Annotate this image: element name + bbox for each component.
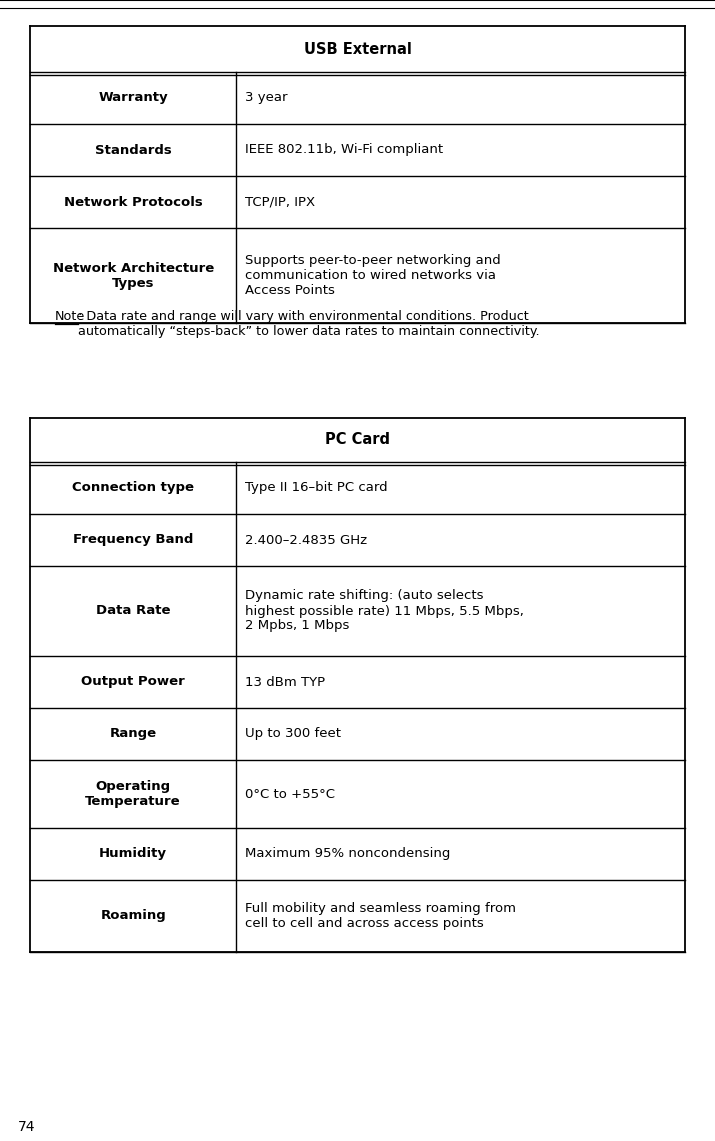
Text: Roaming: Roaming [100, 909, 166, 923]
Text: Range: Range [109, 728, 157, 741]
Text: TCP/IP, IPX: TCP/IP, IPX [245, 195, 315, 209]
Text: Type II 16–bit PC card: Type II 16–bit PC card [245, 482, 388, 494]
Text: USB External: USB External [304, 41, 411, 57]
Bar [237, 176, 685, 228]
Text: Frequency Band: Frequency Band [73, 534, 193, 547]
Text: Network Architecture
Types: Network Architecture Types [52, 261, 214, 290]
Bar [237, 513, 685, 566]
Bar [237, 228, 685, 323]
Bar [237, 462, 685, 513]
Bar [30, 462, 237, 513]
Text: 13 dBm TYP: 13 dBm TYP [245, 675, 325, 688]
Bar [237, 124, 685, 176]
Text: Warranty: Warranty [99, 91, 168, 105]
Bar [30, 26, 685, 72]
Bar [30, 418, 685, 462]
Text: Operating
Temperature: Operating Temperature [85, 780, 181, 808]
Text: Standards: Standards [95, 144, 172, 156]
Bar [30, 880, 237, 952]
Text: 0°C to +55°C: 0°C to +55°C [245, 787, 335, 801]
Text: 74: 74 [18, 1120, 36, 1134]
Text: Note: Note [55, 310, 85, 323]
Bar [30, 709, 237, 760]
Bar [30, 656, 237, 709]
Bar [30, 566, 237, 656]
Bar [30, 72, 237, 124]
Bar [237, 880, 685, 952]
Text: Connection type: Connection type [72, 482, 194, 494]
Text: Output Power: Output Power [82, 675, 185, 688]
Text: IEEE 802.11b, Wi-Fi compliant: IEEE 802.11b, Wi-Fi compliant [245, 144, 443, 156]
Text: : Data rate and range will vary with environmental conditions. Product
automatic: : Data rate and range will vary with env… [78, 310, 540, 338]
Bar [237, 566, 685, 656]
Bar [30, 228, 237, 323]
Bar [237, 72, 685, 124]
Bar [30, 124, 237, 176]
Text: Network Protocols: Network Protocols [64, 195, 202, 209]
Text: 2.400–2.4835 GHz: 2.400–2.4835 GHz [245, 534, 368, 547]
Text: Maximum 95% noncondensing: Maximum 95% noncondensing [245, 848, 450, 860]
Bar [237, 656, 685, 709]
Bar [237, 709, 685, 760]
Text: PC Card: PC Card [325, 432, 390, 447]
Text: Up to 300 feet: Up to 300 feet [245, 728, 341, 741]
Bar [30, 760, 237, 828]
Text: Humidity: Humidity [99, 848, 167, 860]
Bar [237, 828, 685, 880]
Bar [30, 513, 237, 566]
Text: Full mobility and seamless roaming from
cell to cell and across access points: Full mobility and seamless roaming from … [245, 903, 516, 930]
Bar [30, 176, 237, 228]
Bar [30, 828, 237, 880]
Bar [237, 760, 685, 828]
Text: Supports peer-to-peer networking and
communication to wired networks via
Access : Supports peer-to-peer networking and com… [245, 254, 501, 297]
Text: Dynamic rate shifting: (auto selects
highest possible rate) 11 Mbps, 5.5 Mbps,
2: Dynamic rate shifting: (auto selects hig… [245, 590, 524, 632]
Text: Data Rate: Data Rate [96, 605, 170, 617]
Text: 3 year: 3 year [245, 91, 288, 105]
